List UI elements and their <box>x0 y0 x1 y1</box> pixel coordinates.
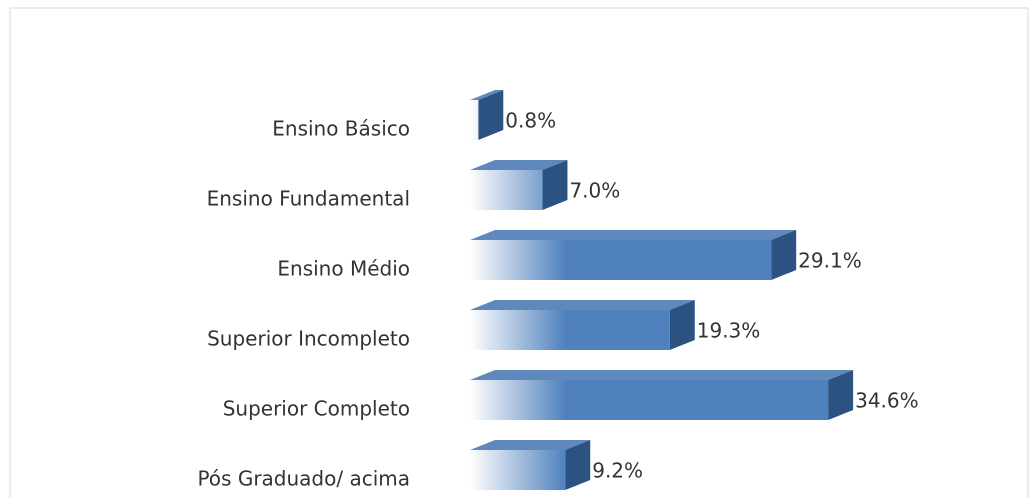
bar-front <box>470 450 566 490</box>
bar-top <box>470 90 504 100</box>
value-label: 29.1% <box>798 249 862 273</box>
bar-front <box>470 310 670 350</box>
bar-side <box>771 230 797 280</box>
category-label: Superior Completo <box>223 397 410 421</box>
bar-front <box>470 100 479 140</box>
bar-top <box>470 370 854 380</box>
category-label: Superior Incompleto <box>207 327 410 351</box>
bar-top <box>470 300 695 310</box>
bar <box>470 230 797 280</box>
value-label: 7.0% <box>569 179 620 203</box>
value-label: 19.3% <box>697 319 761 343</box>
chart-frame <box>9 7 1029 498</box>
bar-side <box>669 300 695 350</box>
bar-side <box>828 370 854 420</box>
bar-front <box>470 240 772 280</box>
category-label: Ensino Médio <box>277 257 410 281</box>
bar-side <box>565 440 591 490</box>
bar-front <box>470 380 829 420</box>
bar-side <box>478 90 504 140</box>
bar-front <box>470 170 543 210</box>
value-label: 34.6% <box>855 389 919 413</box>
category-label: Ensino Básico <box>272 117 410 141</box>
bar-top <box>470 160 568 170</box>
value-label: 0.8% <box>505 109 556 133</box>
bar <box>470 90 504 140</box>
bar <box>470 370 854 420</box>
bar <box>470 440 591 490</box>
bar-top <box>470 230 797 240</box>
bar <box>470 160 568 210</box>
category-label: Ensino Fundamental <box>207 187 410 211</box>
bar-side <box>542 160 568 210</box>
bar <box>470 300 695 350</box>
category-label: Pós Graduado/ acima <box>197 467 410 491</box>
bar-top <box>470 440 591 450</box>
value-label: 9.2% <box>592 459 643 483</box>
